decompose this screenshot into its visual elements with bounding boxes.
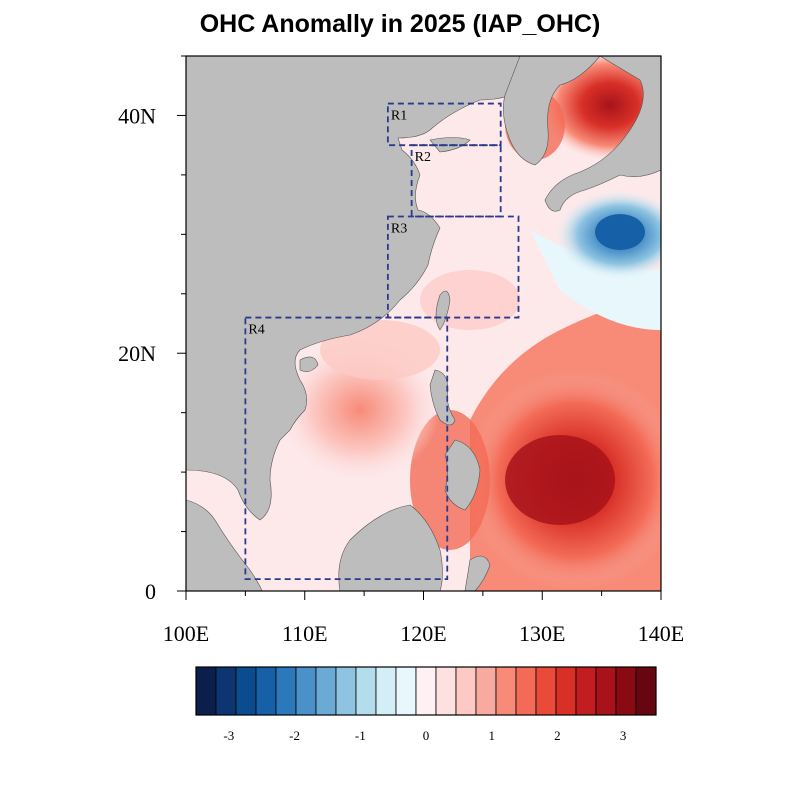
colorbar-label: 3 <box>620 728 627 743</box>
y-tick-label: 40N <box>118 103 156 128</box>
colorbar-swatch <box>275 666 297 716</box>
region-label-r4: R4 <box>248 323 264 338</box>
colorbar-swatch <box>335 666 357 716</box>
colorbar-swatch <box>455 666 477 716</box>
colorbar-swatch <box>635 666 657 716</box>
map-title: OHC Anomally in 2025 (IAP_OHC) <box>199 10 601 38</box>
y-tick-label: 20N <box>118 341 156 366</box>
colorbar-frame <box>195 666 657 716</box>
colorbar-swatch <box>195 666 217 716</box>
colorbar-swatch <box>575 666 597 716</box>
colorbar-label: 1 <box>488 728 495 743</box>
warm-pool-taiwan <box>420 270 520 330</box>
colorbar: -3 -2 -1 0 1 2 3 <box>195 666 657 743</box>
borneo <box>338 504 443 591</box>
x-tick-label: 110E <box>282 621 328 646</box>
colorbar-swatch <box>355 666 377 716</box>
x-tick-label: 140E <box>638 621 684 646</box>
region-boxes: R1 R2 R3 R4 <box>244 102 520 581</box>
region-label-r1: R1 <box>391 109 407 124</box>
colorbar-swatch <box>595 666 617 716</box>
colorbar-label: -3 <box>223 728 234 743</box>
colorbar-swatch <box>315 666 337 716</box>
colorbar-swatch <box>295 666 317 716</box>
colorbar-swatch <box>255 666 277 716</box>
region-box-r4 <box>244 316 449 581</box>
warm-pool-core <box>505 435 615 525</box>
y-tick-label: 0 <box>145 579 156 604</box>
colorbar-swatch <box>615 666 637 716</box>
colorbar-swatch <box>495 666 517 716</box>
colorbar-swatch <box>515 666 537 716</box>
region-box-r3 <box>386 215 520 319</box>
china-mainland <box>186 56 521 521</box>
x-tick-label: 130E <box>519 621 565 646</box>
japan <box>544 56 661 212</box>
colorbar-swatch <box>395 666 417 716</box>
hainan <box>299 356 319 372</box>
colorbar-swatch <box>375 666 397 716</box>
region-label-r3: R3 <box>391 222 407 237</box>
region-label-r2: R2 <box>415 150 431 165</box>
colorbar-label: 0 <box>423 728 430 743</box>
colorbar-swatch <box>215 666 237 716</box>
axis-ticks: 100E 110E 120E 130E 140E 0 20N 40N <box>118 55 684 646</box>
colorbar-label: -1 <box>355 728 366 743</box>
korea <box>503 56 601 166</box>
mindanao <box>444 439 481 511</box>
colorbar-label: -2 <box>289 728 300 743</box>
colorbar-swatch <box>555 666 577 716</box>
colorbar-swatch <box>475 666 497 716</box>
colorbar-swatch <box>435 666 457 716</box>
region-box-r2 <box>410 144 502 218</box>
map-field <box>186 56 661 591</box>
x-tick-label: 120E <box>400 621 446 646</box>
colorbar-swatch <box>235 666 257 716</box>
cold-pool-core <box>595 214 645 250</box>
sulawesi <box>464 555 491 591</box>
x-tick-label: 100E <box>163 621 209 646</box>
malay-peninsula <box>186 499 263 591</box>
colorbar-label: 2 <box>554 728 561 743</box>
colorbar-swatch <box>535 666 557 716</box>
colorbar-swatch <box>415 666 437 716</box>
land <box>186 56 661 591</box>
